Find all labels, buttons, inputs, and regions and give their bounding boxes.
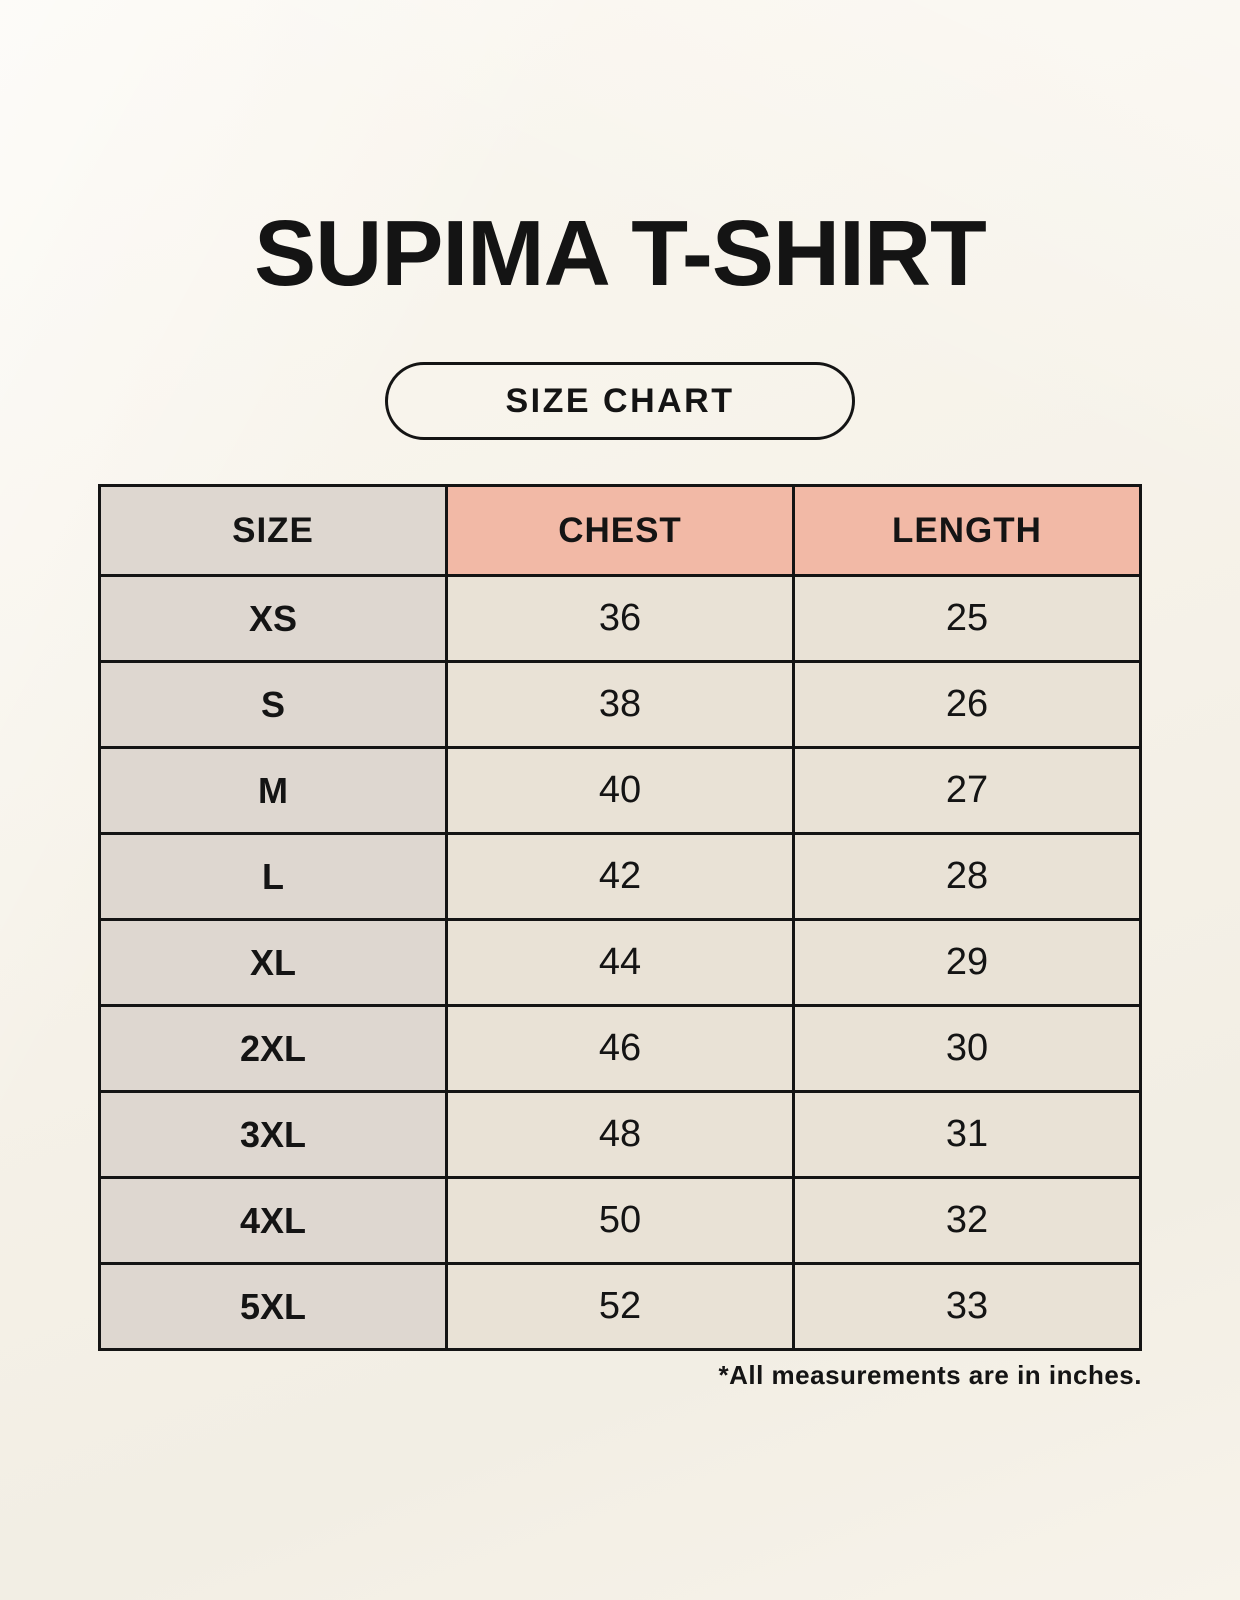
length-cell: 30 xyxy=(792,1004,1142,1093)
size-cell: 2XL xyxy=(98,1004,448,1093)
length-cell: 27 xyxy=(792,746,1142,835)
size-cell: XS xyxy=(98,574,448,663)
column-header-length: LENGTH xyxy=(792,484,1142,577)
table-row: M 40 27 xyxy=(98,746,1142,835)
column-header-chest: CHEST xyxy=(445,484,795,577)
table-row: 2XL 46 30 xyxy=(98,1004,1142,1093)
table-header-row: SIZE CHEST LENGTH xyxy=(98,484,1142,577)
size-cell: 5XL xyxy=(98,1262,448,1351)
chest-cell: 38 xyxy=(445,660,795,749)
chest-cell: 36 xyxy=(445,574,795,663)
table-row: 4XL 50 32 xyxy=(98,1176,1142,1265)
size-cell: 3XL xyxy=(98,1090,448,1179)
table-row: XS 36 25 xyxy=(98,574,1142,663)
length-cell: 28 xyxy=(792,832,1142,921)
table-header: SIZE CHEST LENGTH xyxy=(98,484,1142,577)
chest-cell: 40 xyxy=(445,746,795,835)
size-cell: S xyxy=(98,660,448,749)
size-cell: XL xyxy=(98,918,448,1007)
size-cell: 4XL xyxy=(98,1176,448,1265)
size-chart-button[interactable]: SIZE CHART xyxy=(385,362,855,440)
table-row: 3XL 48 31 xyxy=(98,1090,1142,1179)
page-title: SUPIMA T-SHIRT xyxy=(254,201,987,305)
chest-cell: 50 xyxy=(445,1176,795,1265)
chest-cell: 46 xyxy=(445,1004,795,1093)
table-row: S 38 26 xyxy=(98,660,1142,749)
chest-cell: 48 xyxy=(445,1090,795,1179)
table-row: XL 44 29 xyxy=(98,918,1142,1007)
table-row: 5XL 52 33 xyxy=(98,1262,1142,1351)
size-cell: L xyxy=(98,832,448,921)
length-cell: 33 xyxy=(792,1262,1142,1351)
length-cell: 29 xyxy=(792,918,1142,1007)
size-cell: M xyxy=(98,746,448,835)
length-cell: 26 xyxy=(792,660,1142,749)
length-cell: 31 xyxy=(792,1090,1142,1179)
table-row: L 42 28 xyxy=(98,832,1142,921)
length-cell: 25 xyxy=(792,574,1142,663)
length-cell: 32 xyxy=(792,1176,1142,1265)
chest-cell: 44 xyxy=(445,918,795,1007)
table-body: XS 36 25 S 38 26 M 40 27 L 42 28 XL 44 29 2XL 46 30 3XL 48 3… xyxy=(98,574,1142,1351)
size-chart-table: SIZE CHEST LENGTH XS 36 25 S 38 26 M 40 27 L 42 28 X… xyxy=(98,484,1142,1351)
chest-cell: 52 xyxy=(445,1262,795,1351)
measurements-note: *All measurements are in inches. xyxy=(718,1360,1142,1390)
column-header-size: SIZE xyxy=(98,484,448,577)
chest-cell: 42 xyxy=(445,832,795,921)
size-chart-button-container: SIZE CHART xyxy=(0,362,1240,440)
